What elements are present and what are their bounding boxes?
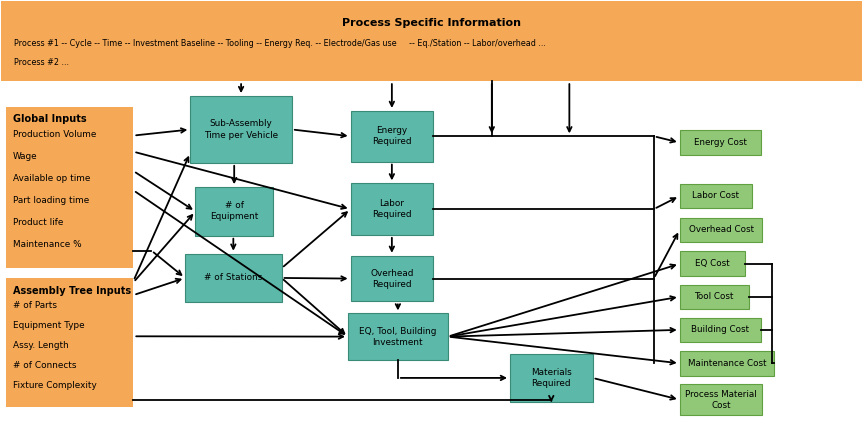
Text: Part loading time: Part loading time bbox=[13, 196, 89, 205]
Text: Process Specific Information: Process Specific Information bbox=[342, 18, 521, 28]
FancyBboxPatch shape bbox=[680, 252, 745, 276]
FancyBboxPatch shape bbox=[350, 183, 433, 235]
Text: Maintenance Cost: Maintenance Cost bbox=[688, 359, 766, 368]
FancyBboxPatch shape bbox=[190, 96, 292, 163]
FancyBboxPatch shape bbox=[6, 278, 134, 407]
FancyBboxPatch shape bbox=[350, 111, 433, 162]
Text: Assembly Tree Inputs: Assembly Tree Inputs bbox=[13, 286, 131, 296]
FancyBboxPatch shape bbox=[195, 187, 273, 236]
Text: Wage: Wage bbox=[13, 152, 37, 161]
Text: Fixture Complexity: Fixture Complexity bbox=[13, 381, 97, 390]
FancyBboxPatch shape bbox=[680, 184, 752, 208]
FancyBboxPatch shape bbox=[680, 351, 774, 376]
Text: Process Material
Cost: Process Material Cost bbox=[685, 390, 757, 410]
Text: Production Volume: Production Volume bbox=[13, 130, 96, 139]
Text: Global Inputs: Global Inputs bbox=[13, 114, 86, 124]
Text: Equipment Type: Equipment Type bbox=[13, 321, 85, 330]
FancyBboxPatch shape bbox=[680, 385, 762, 415]
Text: Assy. Length: Assy. Length bbox=[13, 341, 68, 350]
FancyBboxPatch shape bbox=[350, 256, 433, 301]
Text: EQ Cost: EQ Cost bbox=[695, 259, 730, 268]
FancyBboxPatch shape bbox=[680, 218, 762, 242]
Text: Maintenance %: Maintenance % bbox=[13, 240, 81, 249]
Text: # of Stations: # of Stations bbox=[205, 273, 262, 283]
Text: Materials
Required: Materials Required bbox=[531, 368, 571, 388]
FancyBboxPatch shape bbox=[680, 317, 760, 342]
Text: # of Connects: # of Connects bbox=[13, 361, 76, 370]
Text: Process #1 -- Cycle -- Time -- Investment Baseline -- Tooling -- Energy Req. -- : Process #1 -- Cycle -- Time -- Investmen… bbox=[14, 39, 545, 48]
Text: Product life: Product life bbox=[13, 218, 63, 227]
Text: Tool Cost: Tool Cost bbox=[695, 292, 734, 301]
Text: Labor
Required: Labor Required bbox=[372, 199, 412, 219]
Text: Available op time: Available op time bbox=[13, 174, 90, 183]
Text: Overhead
Required: Overhead Required bbox=[370, 269, 413, 289]
FancyBboxPatch shape bbox=[680, 130, 761, 155]
Text: Labor Cost: Labor Cost bbox=[692, 192, 740, 201]
Text: Sub-Assembly
Time per Vehicle: Sub-Assembly Time per Vehicle bbox=[204, 119, 278, 139]
FancyBboxPatch shape bbox=[680, 284, 748, 309]
Text: # of Parts: # of Parts bbox=[13, 301, 57, 310]
Text: Overhead Cost: Overhead Cost bbox=[689, 225, 753, 234]
Text: Building Cost: Building Cost bbox=[691, 326, 749, 334]
FancyBboxPatch shape bbox=[348, 313, 448, 360]
Text: Energy Cost: Energy Cost bbox=[694, 138, 747, 147]
Text: # of
Equipment: # of Equipment bbox=[210, 201, 258, 221]
Text: Energy
Required: Energy Required bbox=[372, 126, 412, 146]
Text: Process #2 ...: Process #2 ... bbox=[14, 58, 69, 67]
FancyBboxPatch shape bbox=[185, 254, 281, 302]
FancyBboxPatch shape bbox=[1, 1, 862, 81]
FancyBboxPatch shape bbox=[510, 354, 593, 402]
Text: EQ, Tool, Building
Investment: EQ, Tool, Building Investment bbox=[359, 326, 437, 347]
FancyBboxPatch shape bbox=[6, 107, 134, 268]
